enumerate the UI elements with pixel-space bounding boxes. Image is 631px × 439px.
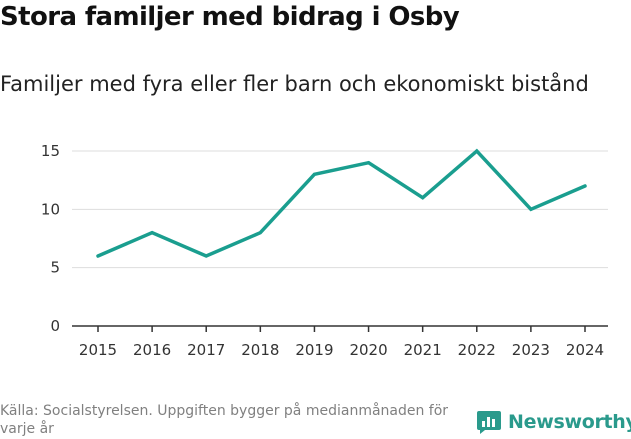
x-tick-label: 2023 — [512, 341, 550, 359]
data-point — [475, 149, 479, 153]
x-tick-label: 2019 — [295, 341, 333, 359]
y-tick-label: 0 — [50, 317, 60, 335]
y-tick-label: 15 — [41, 142, 60, 160]
y-tick-label: 10 — [41, 200, 60, 218]
y-axis: 0 5 10 15 — [41, 142, 60, 335]
y-tick-label: 5 — [50, 259, 60, 277]
data-point — [367, 161, 371, 165]
chart-subtitle: Familjer med fyra eller fler barn och ek… — [0, 72, 589, 96]
data-point — [583, 184, 587, 188]
gridlines — [72, 150, 608, 269]
data-point — [150, 231, 154, 235]
data-point — [204, 254, 208, 258]
data-point — [421, 196, 425, 200]
x-tick-label: 2017 — [187, 341, 225, 359]
series-line — [96, 148, 587, 258]
x-tick-label: 2020 — [349, 341, 387, 359]
x-tick-label: 2018 — [241, 341, 279, 359]
brand-name: Newsworthy — [508, 411, 631, 433]
x-tick-label: 2015 — [79, 341, 117, 359]
data-point — [258, 231, 262, 235]
data-series — [96, 148, 587, 258]
source-note: Källa: Socialstyrelsen. Uppgiften bygger… — [0, 403, 449, 437]
newsworthy-icon — [477, 411, 501, 434]
x-tick-label: 2021 — [404, 341, 442, 359]
x-axis: 2015 2016 2017 2018 2019 2020 2021 2022 2023 2024 — [72, 325, 608, 359]
data-point — [96, 254, 100, 258]
newsworthy-logo: Newsworthy — [476, 408, 631, 436]
data-point — [529, 207, 533, 211]
x-tick-label: 2022 — [458, 341, 496, 359]
x-tick-label: 2024 — [566, 341, 604, 359]
x-tick-label: 2016 — [133, 341, 171, 359]
data-point — [312, 172, 316, 176]
chart-title: Stora familjer med bidrag i Osby — [0, 2, 460, 32]
